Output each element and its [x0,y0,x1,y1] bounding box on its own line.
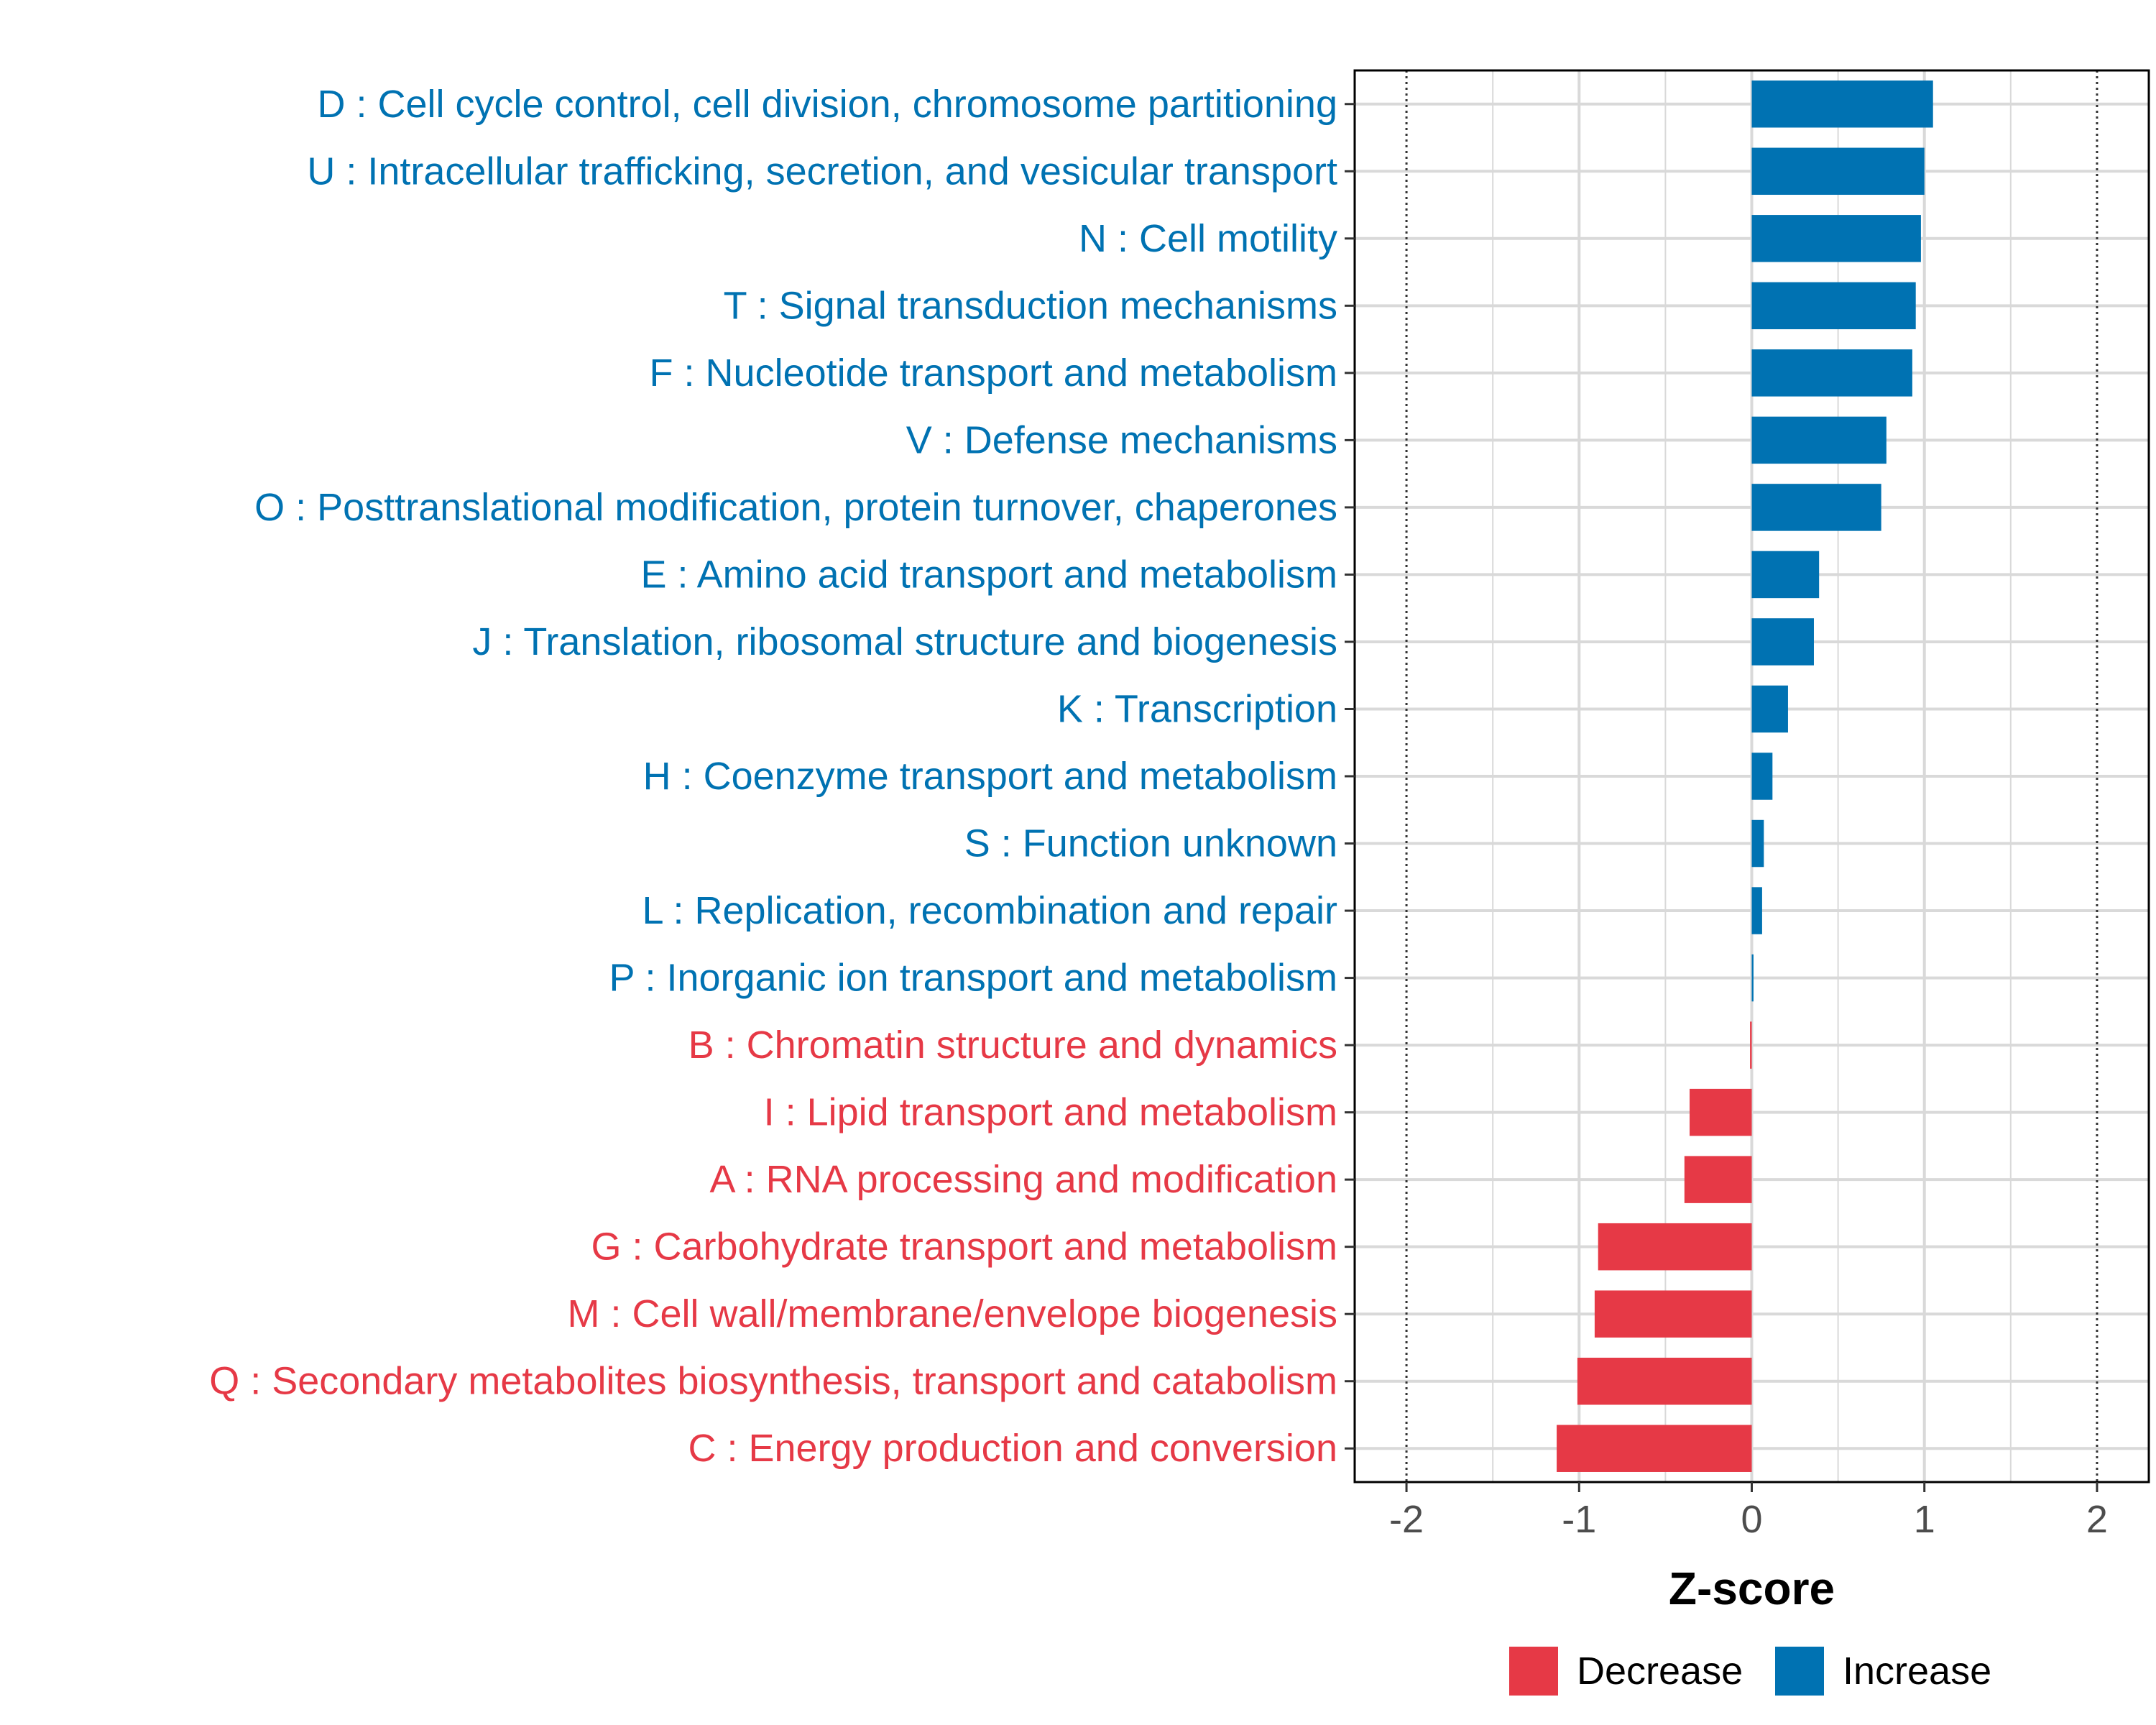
legend-swatch [1775,1647,1824,1696]
x-axis: -2 -1 0 1 2 [1389,1482,2108,1541]
legend: Decrease Increase [1509,1647,1991,1696]
category-label: D : Cell cycle control, cell division, c… [317,83,1337,126]
bar [1751,484,1881,531]
bar [1751,282,1916,330]
category-label: S : Function unknown [964,822,1337,865]
bar [1751,887,1762,934]
bar [1751,819,1764,868]
bar [1684,1156,1752,1203]
bar [1751,954,1754,1002]
bar [1751,753,1773,800]
x-tick-label: -1 [1562,1498,1596,1541]
category-label: N : Cell motility [1079,217,1337,260]
bar [1751,349,1912,397]
bar [1751,80,1933,128]
bar [1598,1223,1752,1271]
bar [1690,1088,1752,1136]
legend-label: Decrease [1577,1650,1743,1693]
bar [1751,147,1925,196]
legend-label: Increase [1843,1650,1991,1693]
category-label: A : RNA processing and modification [710,1158,1337,1201]
x-tick-label: 1 [1914,1498,1935,1541]
category-label: T : Signal transduction mechanisms [724,284,1337,327]
category-label: M : Cell wall/membrane/envelope biogenes… [567,1292,1337,1335]
bar [1750,1021,1752,1069]
bar [1751,618,1814,666]
x-tick-label: -2 [1389,1498,1424,1541]
bar [1594,1290,1752,1338]
x-tick-label: 0 [1741,1498,1762,1541]
x-tick-label: 2 [2086,1498,2108,1541]
bar [1751,215,1921,262]
x-axis-title: Z-score [1669,1563,1835,1614]
bars [1557,80,1933,1472]
bar [1557,1425,1752,1472]
category-label: H : Coenzyme transport and metabolism [643,755,1337,798]
category-label: K : Transcription [1057,687,1337,730]
bar [1751,416,1886,464]
category-label: P : Inorganic ion transport and metaboli… [609,957,1337,1000]
category-label: C : Energy production and conversion [688,1427,1337,1470]
category-label: J : Translation, ribosomal structure and… [472,620,1337,663]
bar [1577,1357,1752,1405]
y-axis: D : Cell cycle control, cell division, c… [209,83,1355,1470]
bar [1751,551,1820,599]
category-label: B : Chromatin structure and dynamics [688,1024,1337,1067]
category-label: U : Intracellular trafficking, secretion… [307,150,1337,193]
category-label: O : Posttranslational modification, prot… [254,486,1337,529]
bar [1751,685,1788,733]
category-label: L : Replication, recombination and repai… [642,889,1337,932]
category-label: V : Defense mechanisms [906,418,1337,461]
category-label: E : Amino acid transport and metabolism [641,553,1337,596]
category-label: I : Lipid transport and metabolism [764,1091,1337,1134]
legend-swatch [1509,1647,1558,1696]
category-label: F : Nucleotide transport and metabolism [650,351,1337,395]
category-label: G : Carbohydrate transport and metabolis… [591,1225,1338,1269]
category-label: Q : Secondary metabolites biosynthesis, … [209,1360,1337,1403]
